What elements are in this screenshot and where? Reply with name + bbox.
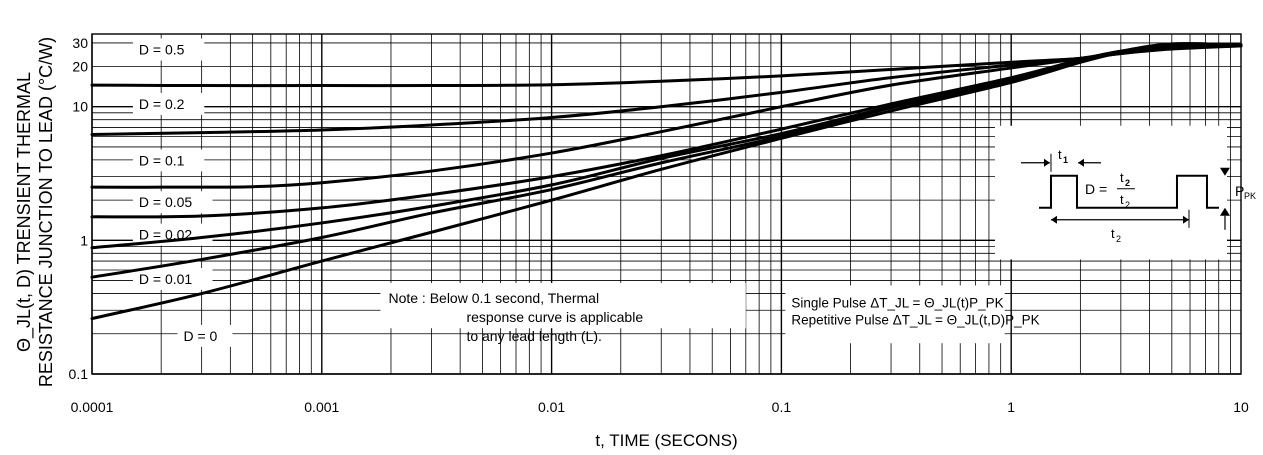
y-tick-label: 1 <box>80 232 88 248</box>
label-backgrounds <box>132 38 233 347</box>
series-label: D = 0.05 <box>139 194 193 210</box>
x-tick-label: 1 <box>1007 399 1015 415</box>
x-tick-label: 0.0001 <box>71 399 114 415</box>
pulse-line-repetitive: Repetitive Pulse ΔT_JL = Θ_JL(t,D)P_PK <box>791 312 1039 327</box>
inset-d-label: D = <box>1085 181 1107 197</box>
inset-t2-label: t <box>1111 226 1115 241</box>
x-axis-label: t, TIME (SECONS) <box>595 431 737 450</box>
inset-ppk-arrow-top <box>1219 167 1230 176</box>
inset-t2-arrowhead-left <box>1050 215 1057 224</box>
y-tick-label: 20 <box>72 58 88 74</box>
y-tick-label: 30 <box>72 35 88 51</box>
note-line-1: Note : Below 0.1 second, Thermal <box>388 290 599 306</box>
y-tick-label: 0.1 <box>69 366 89 382</box>
inset-frac-den: t <box>1120 192 1124 207</box>
inset-frac-num: t <box>1120 170 1124 185</box>
x-tick-label: 0.01 <box>538 399 565 415</box>
series-label: D = 0 <box>183 328 217 344</box>
plot-frame-rect <box>91 33 1242 375</box>
series-label-background <box>177 324 233 347</box>
series-label-background <box>132 38 205 61</box>
pulse-box <box>785 285 1005 344</box>
inset-ppk-arrow-bottom <box>1219 207 1230 216</box>
series-label-background <box>132 191 213 214</box>
series-line-6 <box>90 42 1243 321</box>
inset-pulse-waveform <box>1038 174 1219 209</box>
x-tick-label: 0.1 <box>772 399 792 415</box>
inset-frac-den-sub: 2 <box>1125 200 1130 210</box>
note-line-3: to any lead length (L). <box>466 328 601 344</box>
series-label-background <box>132 149 205 172</box>
y-tick-label: 10 <box>72 99 88 115</box>
inset-frac-num-sub: 2 <box>1125 178 1130 188</box>
inset-t2-subscript: 2 <box>1116 234 1121 244</box>
inset-box <box>994 125 1227 260</box>
y-axis-label-line-2: RESISTANCE JUNCTION TO LEAD (°C/W) <box>36 37 56 387</box>
y-axis-label-line-1: Θ_JL(t, D) TRENSIENT THERMAL <box>14 72 35 352</box>
tick-labels: 0.0001 0.001 0.01 0.1 1 10 0.1 1 10 20 30 <box>69 35 1249 415</box>
note-line-2: response curve is applicable <box>466 309 643 325</box>
series-lines <box>90 42 1243 321</box>
series-label: D = 0.2 <box>139 96 185 112</box>
inset-t1-arrowhead-right <box>1077 158 1084 167</box>
series-label-background <box>132 267 213 290</box>
inset-t1-subscript: 1 <box>1063 155 1068 165</box>
series-label: D = 0.1 <box>139 152 185 168</box>
plot-frame <box>91 33 1242 375</box>
inset-t1-label: t <box>1058 147 1062 162</box>
inset-t1-arrowhead-left <box>1043 158 1050 167</box>
inset-ppk-subscript: PK <box>1244 191 1256 201</box>
series-label: D = 0.01 <box>139 271 193 287</box>
inset-t2-arrowhead-right <box>1182 215 1189 224</box>
inset-ppk-label: P <box>1235 183 1244 199</box>
series-label-background <box>132 92 205 115</box>
pulse-line-single: Single Pulse ΔT_JL = Θ_JL(t)P_PK <box>791 295 1003 310</box>
chart-texts: t, TIME (SECONS) Θ_JL(t, D) TRENSIENT THE… <box>14 37 1256 450</box>
series-label: D = 0.5 <box>139 42 185 58</box>
annotation-boxes <box>380 125 1227 344</box>
x-tick-label: 0.001 <box>304 399 339 415</box>
x-tick-label: 10 <box>1233 399 1249 415</box>
series-label: D = 0.02 <box>139 227 193 243</box>
series-label-background <box>132 223 213 246</box>
note-box <box>380 282 746 329</box>
